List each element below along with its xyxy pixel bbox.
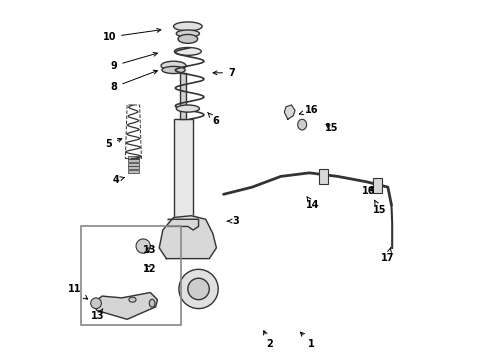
Text: 3: 3 [227, 216, 240, 226]
Ellipse shape [178, 35, 197, 43]
Bar [128, 156, 139, 158]
Text: 10: 10 [102, 28, 161, 42]
Text: 13: 13 [91, 309, 104, 321]
Text: 4: 4 [112, 175, 124, 185]
Text: 7: 7 [213, 68, 235, 78]
Bar [319, 169, 328, 184]
Circle shape [91, 298, 101, 309]
Ellipse shape [298, 119, 307, 130]
Ellipse shape [161, 61, 186, 70]
Text: 17: 17 [381, 247, 394, 263]
Ellipse shape [176, 30, 199, 37]
Polygon shape [168, 219, 198, 230]
Ellipse shape [173, 22, 202, 31]
Text: 15: 15 [325, 123, 338, 133]
Text: 1: 1 [300, 332, 315, 348]
Circle shape [136, 239, 150, 253]
Bar [128, 170, 139, 173]
Bar [373, 178, 382, 193]
Ellipse shape [129, 297, 136, 302]
Ellipse shape [149, 299, 155, 307]
Polygon shape [159, 216, 217, 258]
Text: 12: 12 [143, 264, 156, 274]
Bar [128, 159, 139, 162]
Bar [180, 73, 186, 119]
Text: 14: 14 [306, 197, 319, 210]
Text: 6: 6 [208, 112, 219, 126]
Text: 16: 16 [299, 105, 319, 115]
Ellipse shape [174, 48, 201, 55]
Polygon shape [284, 105, 295, 119]
Text: 2: 2 [264, 331, 273, 349]
Bar [128, 166, 139, 169]
Circle shape [179, 269, 218, 309]
Bar [173, 119, 193, 219]
Text: 8: 8 [110, 70, 157, 92]
Text: 15: 15 [373, 200, 387, 215]
Bar [81, 226, 181, 325]
Text: 16: 16 [362, 186, 375, 196]
Text: 5: 5 [105, 138, 122, 149]
Polygon shape [93, 293, 157, 319]
Bar [128, 163, 139, 166]
Ellipse shape [176, 105, 199, 112]
Circle shape [188, 278, 209, 300]
Text: 11: 11 [68, 284, 88, 299]
Text: 13: 13 [143, 245, 156, 255]
Ellipse shape [162, 66, 185, 73]
Text: 9: 9 [111, 53, 157, 71]
